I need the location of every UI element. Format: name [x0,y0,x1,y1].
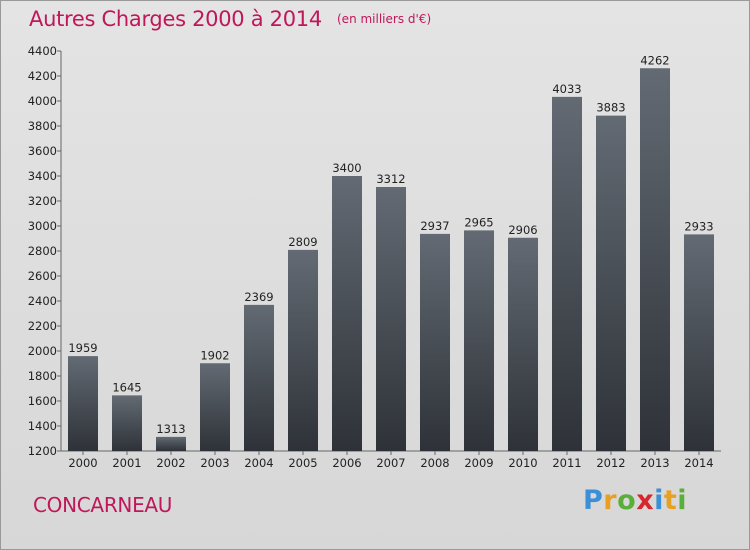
y-tick-label: 3200 [28,194,57,208]
bar-2004 [244,304,274,451]
x-tick-label-2003: 2003 [200,456,229,470]
x-tick-label-2009: 2009 [464,456,493,470]
bar-2009 [464,230,494,451]
x-tick-label-2011: 2011 [552,456,581,470]
x-tick-label-2006: 2006 [332,456,361,470]
data-label-2005: 2809 [288,235,317,249]
bar-2000 [68,356,98,451]
y-tick-label: 4200 [28,69,57,83]
bar-2013 [640,68,670,451]
data-label-2003: 1902 [200,348,229,362]
chart-title: Autres Charges 2000 à 2014 (en milliers … [29,7,431,31]
y-tick-label: 2000 [28,344,57,358]
data-label-2008: 2937 [420,219,449,233]
data-label-2002: 1313 [156,422,185,436]
data-label-2014: 2933 [684,219,713,233]
bar-2007 [376,187,406,451]
x-tick-label-2013: 2013 [640,456,669,470]
logo-letter: i [677,485,688,516]
y-tick-label: 3000 [28,219,57,233]
bar-2010 [508,237,538,451]
bar-2011 [552,96,582,451]
data-label-2012: 3883 [596,101,625,115]
y-tick-label: 1800 [28,369,57,383]
data-label-2013: 4262 [640,53,669,67]
bar-2006 [332,176,362,451]
y-tick-label: 3400 [28,169,57,183]
data-label-2010: 2906 [508,223,537,237]
x-tick-label-2005: 2005 [288,456,317,470]
y-tick-label: 1600 [28,394,57,408]
data-label-2007: 3312 [376,172,405,186]
y-tick-label: 4400 [28,44,57,58]
logo-letter: t [663,485,678,516]
logo-letter: o [617,485,637,516]
x-tick-label-2010: 2010 [508,456,537,470]
data-label-2001: 1645 [112,380,141,394]
x-tick-label-2007: 2007 [376,456,405,470]
title-main: Autres Charges 2000 à 2014 [29,7,322,31]
bar-2014 [684,234,714,451]
bar-2012 [596,115,626,451]
y-tick-label: 3800 [28,119,57,133]
y-axis: 1200 1400 1600 1800 2000 2200 2400 2600 2800 3000… [28,44,62,458]
y-tick-label: 2600 [28,269,57,283]
data-label-2004: 2369 [244,290,273,304]
y-tick-label: 3600 [28,144,57,158]
bar-2002 [156,436,186,451]
data-label-2006: 3400 [332,161,361,175]
x-tick-label-2000: 2000 [68,456,97,470]
x-tick-label-2004: 2004 [244,456,273,470]
x-tick-label-2008: 2008 [420,456,449,470]
logo-letter: P [583,485,604,516]
x-axis: 2000 2001 2002 2003 2004 2005 2006 2007 2008 2009… [61,450,721,470]
x-tick-label-2014: 2014 [684,456,713,470]
logo-letter: i [654,485,664,516]
x-tick-label-2012: 2012 [596,456,625,470]
data-label-2011: 4033 [552,82,581,96]
logo-letter: x [636,485,655,516]
y-tick-label: 2800 [28,244,57,258]
y-tick-label: 1200 [28,444,57,458]
y-tick-label: 1400 [28,419,57,433]
logo-letter: r [603,485,618,516]
bar-2008 [420,233,450,451]
location-label: CONCARNEAU [33,493,173,517]
bar-2005 [288,249,318,451]
x-tick-label-2001: 2001 [112,456,141,470]
bar-2003 [200,363,230,451]
y-tick-label: 2400 [28,294,57,308]
data-label-2000: 1959 [68,341,97,355]
proxiti-logo: Proxiti [583,485,687,516]
title-unit: (en milliers d'€) [337,12,432,26]
data-label-2009: 2965 [464,215,493,229]
bar-2001 [112,395,142,451]
x-tick-label-2002: 2002 [156,456,185,470]
y-tick-label: 4000 [28,94,57,108]
y-tick-label: 2200 [28,319,57,333]
bars: 1959 1645 1313 1902 2369 2809 3400 3312 2937 2965… [68,53,714,451]
